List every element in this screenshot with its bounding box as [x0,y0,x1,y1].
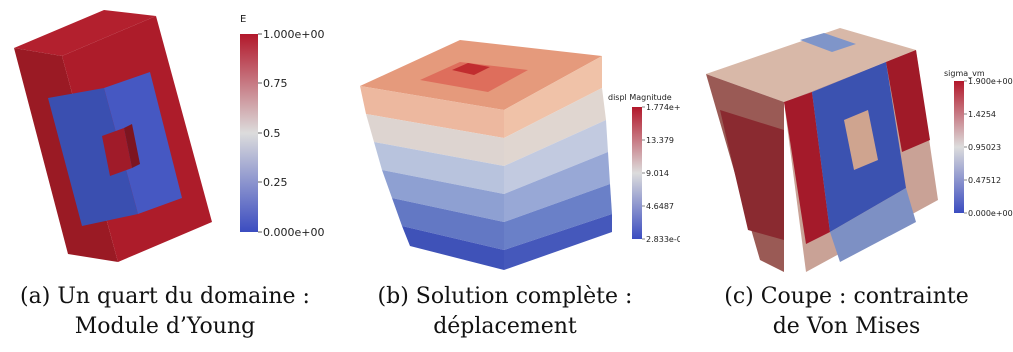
displacement-render: displ Magnitude 1.774e+01 13.379 9.014 4… [360,40,680,270]
young-modulus-render: E 1.000e+00 0.75 0.5 0.25 0.000e+00 [14,10,324,262]
hot-spot-outer [420,62,528,92]
soft-region-left [48,88,138,226]
colorbar-title: sigma_vm [944,69,985,78]
colorbar-ticks [642,106,645,240]
inclusion-side [124,124,140,168]
caption-line: de Von Mises [772,314,921,339]
caption-line: (c) Coupe : contrainte [724,284,969,309]
tick-label: 0.5 [263,127,281,140]
hot-spot-inner [452,63,490,75]
caption-c: (c) Coupe : contrainte de Von Mises [680,282,1013,342]
colorbar-ticks [258,33,262,233]
caption-a: (a) Un quart du domaine : Module d’Young [0,282,330,342]
tick-label: 13.379 [646,136,674,145]
tick-label: 1.774e+01 [646,103,680,112]
top-face-band [800,33,856,52]
caption-line: (a) Un quart du domaine : [20,284,310,309]
tick-label: 1.900e+00 [968,77,1013,86]
inclusion-face [102,128,132,176]
tick-label: 0.47512 [968,176,1001,185]
colorbar-ticks [964,80,967,214]
inclusion-window [844,110,878,170]
tick-label: 9.014 [646,169,669,178]
box-top-face [14,10,156,56]
high-stress-left [784,92,830,244]
tick-label: 1.000e+00 [263,28,324,41]
cube-right-face [504,56,612,270]
tick-label: 0.75 [263,77,288,90]
high-stress-right [886,50,930,152]
colorbar [954,81,964,213]
colorbar [632,107,642,239]
von-mises-render: sigma_vm 1.900e+00 1.4254 0.95023 0.4751… [706,28,1013,272]
panel-c: sigma_vm 1.900e+00 1.4254 0.95023 0.4751… [680,0,1013,352]
caption-line: Module d’Young [74,314,256,339]
tick-label: 0.000e+00 [263,226,324,239]
colorbar [240,34,258,232]
tick-label: 0.25 [263,176,288,189]
left-face-shade [720,110,784,240]
panel-b: displ Magnitude 1.774e+01 13.379 9.014 4… [340,0,680,352]
tick-label: 1.4254 [968,110,996,119]
lower-band [830,188,916,262]
soft-region-right [104,72,182,214]
tick-label: 0.95023 [968,143,1001,152]
tick-label: 0.000e+00 [968,209,1013,218]
caption-line: déplacement [433,314,577,339]
caption-line: (b) Solution complète : [377,284,633,309]
cube-top-face [706,28,916,102]
colorbar-title: displ Magnitude [608,93,672,102]
cube-left-face [360,86,504,270]
caption-b: (b) Solution complète : déplacement [340,282,670,342]
colorbar-title: E [240,14,246,25]
tick-label: 2.833e-01 [646,235,680,244]
panel-a: E 1.000e+00 0.75 0.5 0.25 0.000e+00 (a) … [0,0,340,352]
tick-label: 4.6487 [646,202,674,211]
